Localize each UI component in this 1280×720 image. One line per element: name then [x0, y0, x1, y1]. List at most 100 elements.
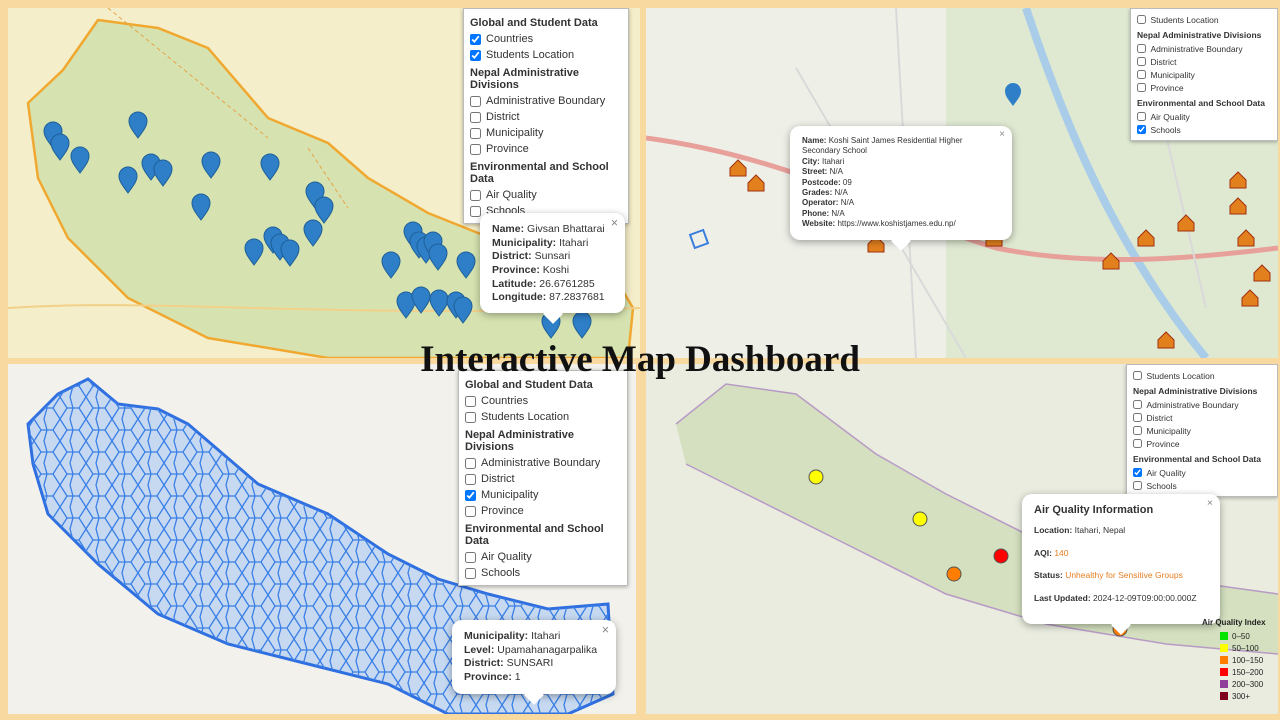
- layer-item[interactable]: District: [470, 109, 622, 125]
- layer-item[interactable]: Province: [1133, 437, 1271, 450]
- layer-checkbox[interactable]: [465, 411, 476, 423]
- popup-field: District: Sunsari: [492, 250, 613, 264]
- field-label: Last Updated:: [1034, 592, 1091, 603]
- popup-field: Phone: N/A: [802, 209, 1000, 219]
- layer-item[interactable]: Air Quality: [1137, 110, 1271, 123]
- map-panel[interactable]: LakhimpurBahraichHardoiSitapurGorakhpurL…: [8, 364, 636, 714]
- layer-item[interactable]: Students Location: [1133, 369, 1271, 382]
- layer-label: Air Quality: [486, 189, 537, 201]
- layer-checkbox[interactable]: [1133, 400, 1142, 409]
- school-marker: [1253, 264, 1271, 282]
- layer-item[interactable]: District: [1133, 411, 1271, 424]
- legend-label: 50–100: [1232, 643, 1259, 653]
- layer-checkbox[interactable]: [1137, 83, 1146, 92]
- school-marker: [1237, 229, 1255, 247]
- popup-field: Longitude: 87.2837681: [492, 291, 613, 305]
- layer-checkbox[interactable]: [1133, 468, 1142, 477]
- layer-checkbox[interactable]: [470, 127, 481, 139]
- layer-item[interactable]: Schools: [465, 565, 621, 581]
- popup-field: AQI: 140: [1034, 547, 1208, 558]
- legend-title: Air Quality Index: [1202, 618, 1266, 627]
- popup-title: Air Quality Information: [1034, 504, 1154, 516]
- field-label: Latitude:: [492, 277, 537, 290]
- legend-swatch: [1220, 668, 1228, 676]
- layer-group-title: Environmental and School Data: [1133, 454, 1261, 464]
- field-label: Province:: [492, 263, 540, 276]
- layer-item[interactable]: Municipality: [465, 487, 621, 503]
- layer-checkbox[interactable]: [465, 505, 476, 517]
- layer-checkbox[interactable]: [1137, 15, 1146, 24]
- popup-close[interactable]: ×: [999, 129, 1005, 140]
- layer-checkbox[interactable]: [1137, 125, 1146, 134]
- layer-checkbox[interactable]: [1137, 70, 1146, 79]
- layer-checkbox[interactable]: [1133, 371, 1142, 380]
- layer-checkbox[interactable]: [1137, 44, 1146, 53]
- layer-item[interactable]: Province: [1137, 81, 1271, 94]
- layer-item[interactable]: Municipality: [1137, 68, 1271, 81]
- layer-checkbox[interactable]: [470, 143, 481, 155]
- field-label: Phone:: [802, 208, 830, 218]
- legend-label: 0–50: [1232, 631, 1250, 641]
- layer-item[interactable]: Province: [470, 141, 622, 157]
- layer-label: Countries: [481, 395, 529, 407]
- layer-checkbox[interactable]: [470, 189, 481, 201]
- layer-checkbox[interactable]: [465, 551, 476, 563]
- map-panel[interactable]: AlmoraPilibhitLakhimpurBahraichHardoiSit…: [646, 364, 1278, 714]
- layer-item[interactable]: Administrative Boundary: [470, 93, 622, 109]
- layer-item[interactable]: Countries: [465, 393, 621, 409]
- layer-checkbox[interactable]: [470, 33, 481, 45]
- layer-label: Students Location: [481, 411, 570, 423]
- layer-checkbox[interactable]: [1133, 439, 1142, 448]
- aqi-marker: [946, 566, 962, 582]
- layer-item[interactable]: Air Quality: [1133, 466, 1271, 479]
- layer-item[interactable]: District: [1137, 55, 1271, 68]
- layer-item[interactable]: Schools: [1133, 479, 1271, 492]
- layer-control: Global and Student Data Countries Students…: [463, 8, 629, 224]
- layer-checkbox[interactable]: [465, 473, 476, 485]
- layer-checkbox[interactable]: [470, 49, 481, 61]
- map-panel[interactable]: सुदूरपश्चिम प्रदेशकर्णाली प्रदेशनेपाललुम…: [8, 8, 640, 358]
- popup-close[interactable]: ×: [1206, 497, 1213, 509]
- field-value: Itahari: [559, 236, 589, 249]
- layer-item[interactable]: Air Quality: [465, 549, 621, 565]
- layer-checkbox[interactable]: [470, 95, 481, 107]
- layer-checkbox[interactable]: [1133, 481, 1142, 490]
- layer-item[interactable]: Administrative Boundary: [1137, 42, 1271, 55]
- field-label: District:: [492, 250, 532, 263]
- layer-item[interactable]: Air Quality: [470, 187, 622, 203]
- popup-close[interactable]: ×: [601, 623, 609, 637]
- field-value: N/A: [834, 187, 848, 197]
- layer-checkbox[interactable]: [470, 205, 481, 217]
- layer-checkbox[interactable]: [1133, 426, 1142, 435]
- aqi-marker: [993, 548, 1009, 564]
- layer-checkbox[interactable]: [465, 457, 476, 469]
- field-value: Itahari: [822, 156, 845, 166]
- layer-item[interactable]: Administrative Boundary: [465, 455, 621, 471]
- layer-checkbox[interactable]: [465, 489, 476, 501]
- layer-checkbox[interactable]: [1133, 413, 1142, 422]
- student-marker: [396, 291, 416, 319]
- popup-field: Level: Upamahanagarpalika: [464, 644, 604, 658]
- layer-checkbox[interactable]: [470, 111, 481, 123]
- layer-item[interactable]: Students Location: [470, 47, 622, 63]
- layer-item[interactable]: Countries: [470, 31, 622, 47]
- popup-close[interactable]: ×: [610, 216, 618, 230]
- layer-item[interactable]: Municipality: [1133, 424, 1271, 437]
- field-value: Itahari, Nepal: [1074, 525, 1126, 535]
- layer-checkbox[interactable]: [1137, 112, 1146, 121]
- layer-item[interactable]: Municipality: [470, 125, 622, 141]
- layer-item[interactable]: Schools: [1137, 123, 1271, 136]
- layer-item[interactable]: Administrative Boundary: [1133, 398, 1271, 411]
- field-value: N/A: [829, 167, 843, 177]
- popup-field: Grades: N/A: [802, 188, 1000, 198]
- layer-item[interactable]: Students Location: [465, 409, 621, 425]
- field-label: AQI:: [1034, 547, 1052, 558]
- layer-item[interactable]: District: [465, 471, 621, 487]
- school-marker: [747, 174, 765, 192]
- layer-checkbox[interactable]: [465, 395, 476, 407]
- layer-item[interactable]: Students Location: [1137, 13, 1271, 26]
- layer-checkbox[interactable]: [1137, 57, 1146, 66]
- layer-checkbox[interactable]: [465, 567, 476, 579]
- layer-item[interactable]: Province: [465, 503, 621, 519]
